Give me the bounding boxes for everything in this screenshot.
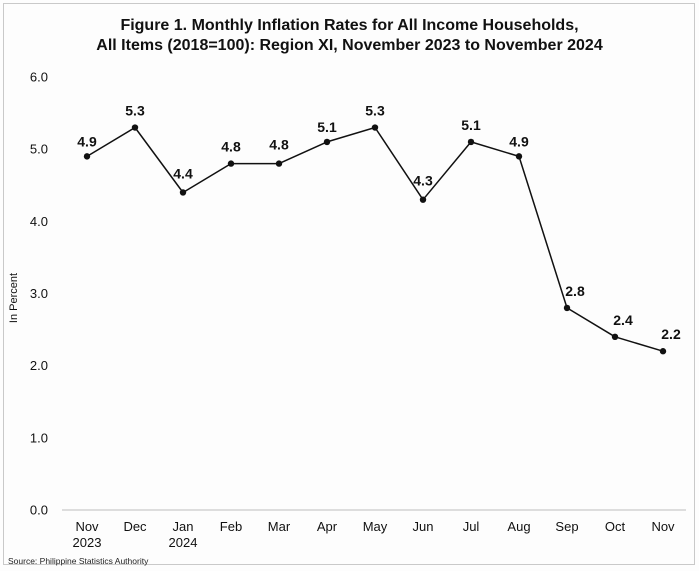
data-point [83,153,91,160]
x-tick-label: May [363,519,388,534]
data-point [227,160,235,167]
data-label: 5.1 [461,117,481,133]
data-point [467,138,475,146]
x-tick-label: Feb [220,519,242,534]
y-tick-label: 1.0 [30,430,48,445]
data-label: 4.9 [509,133,529,149]
data-label: 5.3 [125,103,145,119]
x-tick-label-line: 2023 [73,535,102,550]
x-tick-label: Apr [317,519,338,534]
x-tick-label: Oct [605,519,626,534]
data-point [275,160,283,167]
data-point [659,348,667,355]
series-line [86,126,664,352]
x-tick-label: Sep [555,519,578,534]
data-point [515,153,523,160]
x-tick-label: Aug [507,519,530,534]
x-tick-label-line: Jun [413,519,434,534]
figure-border [3,3,695,565]
x-tick-label-line: Dec [123,519,147,534]
x-tick-label-line: Feb [220,519,242,534]
x-tick-label-line: Sep [555,519,578,534]
x-tick-label-line: 2024 [169,535,198,550]
x-tick-label-line: Aug [507,519,530,534]
x-tick-label-line: Jan [173,519,194,534]
x-tick-label-line: Apr [317,519,338,534]
chart-title: Figure 1. Monthly Inflation Rates for Al… [0,16,699,56]
y-tick-label: 0.0 [30,503,48,518]
x-tick-label: Nov [651,519,675,534]
x-tick-label-line: Jul [463,519,480,534]
data-point [371,124,379,131]
x-tick-label-line: Nov [651,519,675,534]
data-point [131,124,139,131]
y-tick-label: 5.0 [30,142,48,157]
data-point [563,304,571,312]
x-tick-label: Dec [123,519,147,534]
x-tick-label: Nov 2023 [73,519,102,550]
x-tick-label-line: May [363,519,388,534]
source-note: Source: Philippine Statistics Authority [8,556,149,566]
data-label: 4.8 [269,137,289,153]
data-point [323,138,331,146]
y-tick-label: 2.0 [30,358,48,373]
data-label: 4.8 [221,139,241,155]
y-tick-label: 6.0 [30,70,48,85]
data-point [611,333,619,340]
x-tick-label: Mar [268,519,291,534]
y-tick-label: 3.0 [30,286,48,301]
y-tick-label: 4.0 [30,214,48,229]
x-tick-label-line: Oct [605,519,626,534]
x-tick-label: Jul [463,519,480,534]
data-label: 2.4 [613,312,633,328]
data-label: 4.9 [77,133,97,149]
x-tick-label: Jun [413,519,434,534]
data-point [419,196,427,203]
data-label: 4.3 [413,173,433,189]
data-point [179,189,187,196]
data-label: 5.1 [317,119,337,135]
data-label: 2.8 [565,283,585,299]
data-label: 5.3 [365,103,385,119]
chart-title-line-1: Figure 1. Monthly Inflation Rates for Al… [120,17,579,34]
chart-title-line-2: All Items (2018=100): Region XI, Novembe… [96,37,603,54]
data-label: 2.2 [661,326,681,342]
x-tick-label-line: Nov [75,519,99,534]
data-label: 4.4 [173,165,193,181]
x-tick-label: Jan 2024 [169,519,198,550]
x-tick-label-line: Mar [268,519,291,534]
